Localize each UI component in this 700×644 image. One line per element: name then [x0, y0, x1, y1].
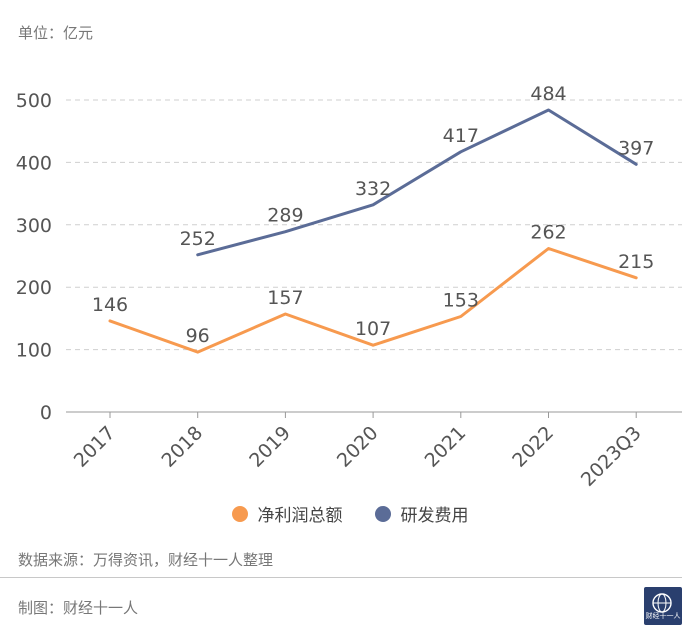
x-tick-label: 2023Q3	[577, 422, 646, 491]
data-label: 96	[186, 325, 210, 347]
data-label: 146	[92, 294, 128, 316]
y-tick-label: 0	[40, 402, 52, 424]
globe-icon	[652, 593, 672, 613]
data-label: 153	[443, 290, 479, 312]
series-line-0	[108, 247, 638, 354]
data-label: 484	[530, 83, 566, 105]
y-tick-label: 500	[16, 90, 52, 112]
logo-text: 财经十一人	[645, 612, 681, 620]
x-tick-label: 2018	[157, 422, 207, 472]
series-line-1	[196, 108, 638, 257]
data-label: 289	[267, 205, 303, 227]
x-tick-label: 2019	[245, 422, 295, 472]
data-labels: 146 96 157 107 153 262 215 252 289 332 417 484 397	[92, 83, 654, 347]
data-label: 107	[355, 318, 391, 340]
y-tick-label: 300	[16, 215, 52, 237]
data-label: 262	[530, 222, 566, 244]
legend-item-rd: 研发费用	[374, 501, 469, 526]
legend-item-profit: 净利润总额	[231, 501, 343, 526]
x-tick-label: 2021	[421, 422, 471, 472]
legend: 净利润总额 研发费用	[0, 501, 700, 526]
y-tick-label: 100	[16, 340, 52, 362]
publisher-logo: 财经十一人	[644, 587, 682, 625]
legend-label-rd: 研发费用	[400, 506, 469, 526]
series-lines	[108, 108, 638, 354]
x-axis: 2017 2018 2019 2020 2021 2022 2023Q3	[66, 411, 682, 491]
grid	[66, 99, 682, 351]
data-label: 215	[618, 251, 654, 273]
legend-dot-profit	[231, 505, 248, 522]
y-tick-label: 200	[16, 277, 52, 299]
legend-dot-rd	[374, 505, 391, 522]
x-tick-label: 2017	[70, 422, 120, 472]
chart-maker: 制图：财经十一人	[18, 599, 139, 617]
unit-label: 单位：亿元	[18, 24, 94, 42]
data-label: 332	[355, 178, 391, 200]
y-axis-ticks: 0 100 200 300 400 500	[16, 90, 52, 424]
data-label: 417	[443, 125, 479, 147]
line-chart: 0 100 200 300 400 500 2017 2018 2019 2020 2021 202…	[16, 83, 682, 491]
x-tick-label: 2022	[508, 422, 558, 472]
y-tick-label: 400	[16, 152, 52, 174]
data-source: 数据来源：万得资讯，财经十一人整理	[18, 551, 274, 569]
legend-label-profit: 净利润总额	[257, 506, 343, 526]
data-label: 252	[180, 228, 216, 250]
data-label: 397	[618, 137, 654, 159]
x-tick-label: 2020	[333, 422, 383, 472]
data-label: 157	[267, 287, 303, 309]
divider	[0, 577, 682, 578]
